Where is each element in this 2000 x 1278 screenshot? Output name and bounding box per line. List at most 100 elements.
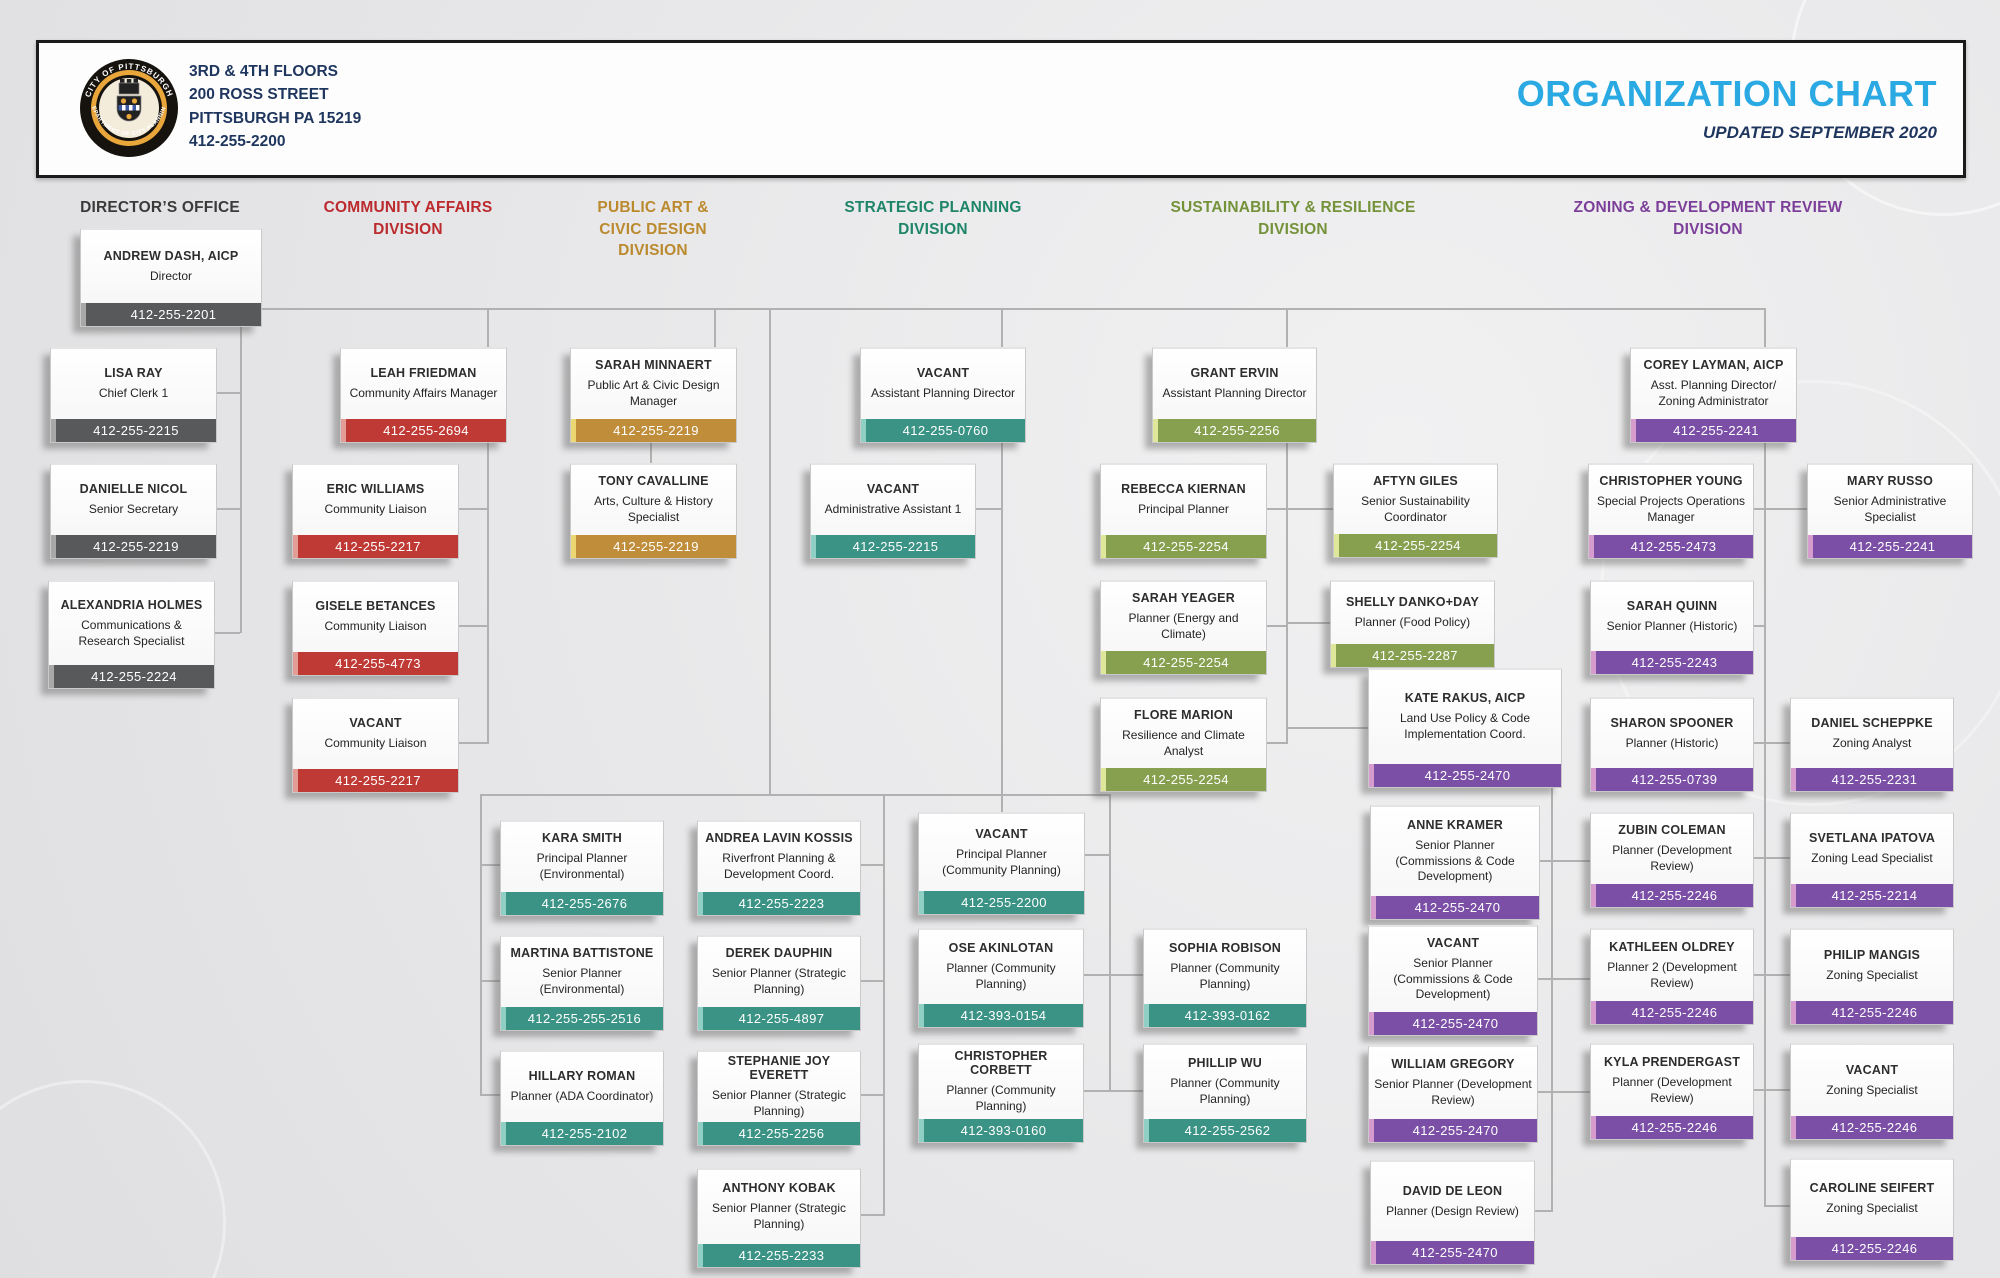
- person-phone: 412-255-2254: [1334, 534, 1497, 557]
- person-name: DANIELLE NICOL: [79, 482, 188, 497]
- node-body: ERIC WILLIAMS Community Liaison: [293, 465, 458, 535]
- address-line: 200 ROSS STREET: [189, 86, 329, 104]
- person-name: CAROLINE SEIFERT: [1809, 1180, 1935, 1195]
- connector-line: [215, 508, 240, 510]
- person-name: STEPHANIE JOY EVERETT: [727, 1054, 831, 1083]
- person-title: Administrative Assistant 1: [824, 502, 962, 517]
- connector-line: [974, 508, 1001, 510]
- person-name: WILLIAM GREGORY: [1391, 1057, 1515, 1072]
- division-header-community: COMMUNITY AFFAIRS DIVISION: [323, 199, 493, 238]
- person-phone: 412-255-2470: [1371, 1241, 1534, 1264]
- person-title: Planner (Development Review): [1612, 843, 1732, 873]
- person-title: Arts, Culture & History Specialist: [594, 494, 713, 524]
- person-name: DAVID DE LEON: [1402, 1183, 1503, 1198]
- person-phone: 412-255-2215: [811, 535, 975, 558]
- person-phone: 412-255-2219: [51, 535, 216, 558]
- person-title: Senior Planner (Commissions & Code Devel…: [1395, 838, 1515, 884]
- person-title: Senior Planner (Environmental): [539, 966, 625, 996]
- person-name: ZUBIN COLEMAN: [1618, 823, 1726, 838]
- org-node-betances: GISELE BETANCES Community Liaison 412-255-…: [292, 580, 459, 676]
- connector-line: [480, 980, 500, 982]
- org-node-ipatova: SVETLANA IPATOVA Zoning Lead Specialist 41…: [1790, 812, 1954, 908]
- person-title: Principal Planner (Community Planning): [942, 846, 1061, 877]
- org-node-vacant_aa1: VACANT Administrative Assistant 1 412-255-…: [810, 463, 976, 559]
- org-node-dash: ANDREW DASH, AICP Director 412-255-2201: [80, 228, 262, 327]
- person-title: Senior Planner (Commissions & Code Devel…: [1393, 956, 1513, 1002]
- org-node-ervin: GRANT ERVIN Assistant Planning Director 41…: [1152, 347, 1317, 443]
- connector-line: [480, 794, 482, 1096]
- person-title: Land Use Policy & Code Implementation Co…: [1399, 711, 1531, 741]
- person-name: ALEXANDRIA HOLMES: [60, 597, 203, 612]
- person-name: MARTINA BATTISTONE: [510, 946, 654, 961]
- person-title: Zoning Specialist: [1826, 967, 1918, 982]
- person-name: SARAH QUINN: [1626, 598, 1718, 613]
- connector-line: [1752, 974, 1764, 976]
- person-title: Zoning Lead Specialist: [1811, 851, 1933, 866]
- person-title: Principal Planner: [1138, 502, 1229, 517]
- person-title: Planner (Food Policy): [1354, 615, 1471, 630]
- node-body: SARAH MINNAERT Public Art & Civic Design …: [571, 349, 736, 419]
- node-body: VACANT Senior Planner (Commissions & Code…: [1369, 927, 1537, 1012]
- connector-line: [1001, 440, 1003, 796]
- person-title: Senior Planner (Development Review): [1374, 1077, 1532, 1107]
- person-title: Riverfront Planning & Development Coord.: [722, 851, 836, 881]
- connector-line: [1001, 794, 1003, 812]
- person-name: OSE AKINLOTAN: [948, 941, 1054, 956]
- connector-line: [1265, 625, 1286, 627]
- node-body: COREY LAYMAN, AICP Asst. Planning Directo…: [1631, 349, 1796, 419]
- connector-line: [1752, 625, 1764, 627]
- node-body: DAVID DE LEON Planner (Design Review): [1371, 1162, 1534, 1241]
- node-body: MARY RUSSO Senior Administrative Speciali…: [1808, 465, 1972, 535]
- person-title: Planner (Community Planning): [1170, 961, 1280, 991]
- node-body: DEREK DAUPHIN Senior Planner (Strategic P…: [698, 937, 860, 1007]
- connector-line: [1764, 440, 1766, 1207]
- connector-line: [487, 308, 489, 348]
- person-title: Senior Planner (Strategic Planning): [711, 966, 847, 996]
- division-header-director: DIRECTOR’S OFFICE: [80, 199, 240, 216]
- person-phone: 412-255-2470: [1371, 896, 1539, 919]
- connector-line: [480, 1094, 500, 1096]
- connector-line: [714, 308, 716, 348]
- person-name: FLORE MARION: [1134, 707, 1233, 722]
- person-title: Communications & Research Specialist: [78, 617, 185, 648]
- org-node-holmes: ALEXANDRIA HOLMES Communications & Resear…: [48, 580, 215, 689]
- org-node-marion: FLORE MARION Resilience and Climate Analy…: [1100, 697, 1267, 792]
- connector-line: [240, 323, 242, 633]
- node-body: SHARON SPOONER Planner (Historic): [1591, 699, 1753, 768]
- org-node-yeager: SARAH YEAGER Planner (Energy and Climate)…: [1100, 580, 1267, 675]
- person-title: Zoning Specialist: [1826, 1082, 1918, 1097]
- person-title: Senior Administrative Specialist: [1833, 494, 1947, 524]
- org-node-friedman: LEAH FRIEDMAN Community Affairs Manager 41…: [340, 347, 507, 443]
- node-body: GRANT ERVIN Assistant Planning Director: [1153, 349, 1316, 419]
- connector-line: [1286, 308, 1288, 348]
- person-phone: 412-255-2256: [698, 1122, 860, 1145]
- person-name: ANDREW DASH, AICP: [103, 248, 239, 263]
- person-name: VACANT: [1426, 936, 1480, 951]
- connector-line: [1766, 1205, 1790, 1207]
- org-node-minnaert: SARAH MINNAERT Public Art & Civic Design …: [570, 347, 737, 443]
- connector-line: [1001, 308, 1003, 348]
- person-title: Community Liaison: [324, 736, 427, 751]
- person-title: Senior Secretary: [88, 502, 179, 517]
- person-title: Planner (Design Review): [1386, 1203, 1519, 1218]
- connector-line: [260, 308, 1766, 310]
- node-body: SVETLANA IPATOVA Zoning Lead Specialist: [1791, 814, 1953, 884]
- org-node-russo: MARY RUSSO Senior Administrative Speciali…: [1807, 463, 1973, 559]
- node-body: SHELLY DANKO+DAY Planner (Food Policy): [1331, 582, 1494, 644]
- connector-line: [859, 1094, 883, 1096]
- org-node-vacant_zs: VACANT Zoning Specialist 412-255-2246: [1790, 1043, 1954, 1140]
- connector-line: [1766, 742, 1790, 744]
- org-node-danko: SHELLY DANKO+DAY Planner (Food Policy) 412…: [1330, 580, 1495, 668]
- person-name: VACANT: [866, 482, 920, 497]
- person-phone: 412-255-2214: [1791, 884, 1953, 907]
- connector-line: [1766, 508, 1807, 510]
- person-name: GISELE BETANCES: [315, 599, 436, 614]
- person-name: DEREK DAUPHIN: [725, 946, 833, 961]
- node-body: SARAH QUINN Senior Planner (Historic): [1591, 582, 1753, 651]
- org-node-vacant_ca: VACANT Community Liaison 412-255-2217: [292, 697, 459, 793]
- node-body: SOPHIA ROBISON Planner (Community Plannin…: [1144, 930, 1306, 1004]
- person-title: Senior Sustainability Coordinator: [1361, 493, 1470, 524]
- connector-line: [1766, 974, 1790, 976]
- connector-line: [1551, 785, 1553, 1212]
